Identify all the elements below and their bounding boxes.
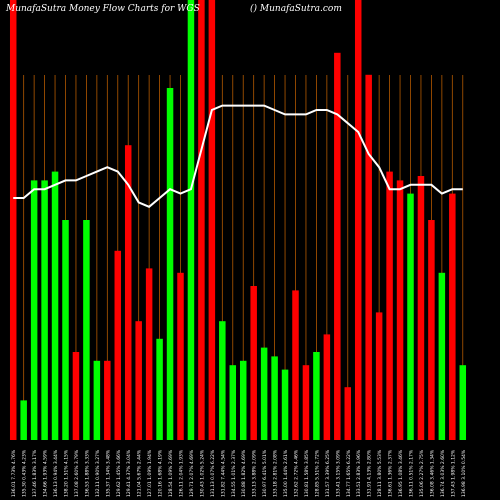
money-flow-bar <box>219 321 226 440</box>
money-flow-bar <box>166 88 174 440</box>
money-flow-bar <box>271 356 278 440</box>
money-flow-bar <box>135 321 142 440</box>
money-flow-bar <box>83 220 90 440</box>
x-tick-label: 129.62 1.45% 3.66% <box>116 449 122 497</box>
money-flow-bar <box>239 360 247 440</box>
money-flow-bar <box>428 220 435 440</box>
money-flow-bar <box>9 0 17 440</box>
x-tick-label: 133.51 2.83% 3.96% <box>356 449 362 497</box>
x-tick-label: 132.62 2.72% 4.46% <box>294 449 300 497</box>
x-tick-label: 130.81 1.58% 3.85% <box>304 449 310 497</box>
money-flow-bar <box>323 334 331 440</box>
x-tick-label: 129.41 4.37% 3.04% <box>126 449 132 497</box>
money-flow-bar <box>30 180 38 440</box>
money-flow-bar <box>459 365 467 440</box>
chart-title: MunafaSutra Money Flow Charts for WGS <box>5 4 200 14</box>
money-flow-bar <box>145 268 153 440</box>
x-tick-label: 126.11 2.04% 1.93% <box>179 449 185 497</box>
money-flow-bar <box>62 220 69 440</box>
money-flow-bar <box>302 365 310 440</box>
bars <box>9 0 467 441</box>
x-tick-label: 131.82 7.44% 4.54% <box>220 449 226 497</box>
money-flow-bar <box>41 180 48 440</box>
x-tick-label: 136.61 1.36% 2.37% <box>388 449 394 497</box>
x-tick-label: 136.13 0.94% 3.44% <box>53 449 59 497</box>
x-tick-label: 134.55 1.01% 2.37% <box>231 449 237 497</box>
x-tick-label: 120.16 1.68% 4.19% <box>158 449 164 497</box>
chart-subtitle: () MunafaSutra.com <box>250 3 342 14</box>
x-tick-label: 136.98 3.10% 0.54% <box>461 449 467 497</box>
money-flow-bar <box>93 360 101 440</box>
x-tick-label: 135.37 1.34% 3.48% <box>105 449 111 497</box>
x-tick-label: 135.30 0.43% 4.23% <box>22 449 28 497</box>
x-tick-label: 131.13 0.07% 6.22% <box>210 449 216 497</box>
money-flow-bar <box>396 180 404 440</box>
x-tick-label: 130.88 1.82% 4.69% <box>241 449 247 497</box>
x-tick-label: 132.11 0.90% 3.27% <box>95 449 101 497</box>
money-flow-bar <box>281 369 289 440</box>
money-flow-bar <box>313 352 320 440</box>
money-flow-bar <box>20 400 27 440</box>
money-flow-bar <box>365 74 372 441</box>
x-tick-label: 136.08 3.46% 1.34% <box>429 449 435 497</box>
money-flow-bar <box>407 193 414 440</box>
money-flow-bar <box>187 0 195 440</box>
money-flow-bar <box>292 290 299 440</box>
x-tick-label: 135.06 2.27% 2.75% <box>419 449 425 497</box>
x-tick-label: 135.00 1.44% 2.61% <box>283 449 289 497</box>
x-tick-labels: 136.01 7.73% 4.76% 135.30 0.43% 4.23% 137.… <box>11 449 467 497</box>
money-flow-bar <box>334 52 341 441</box>
x-tick-label: 129.71 2.07% 4.69% <box>189 449 195 497</box>
x-tick-label: 128.11 3.80% 5.53% <box>377 449 383 497</box>
x-tick-label: 134.77 1.65% 6.22% <box>346 449 352 497</box>
x-tick-label: 137.08 2.60% 3.79% <box>74 449 80 497</box>
money-flow-line <box>13 104 463 208</box>
money-flow-bar <box>375 312 383 440</box>
money-flow-bar <box>229 365 237 440</box>
x-tick-label: 133.18 2.81% 2.08% <box>273 449 279 497</box>
money-flow-bar <box>250 286 257 440</box>
x-tick-label: 131.57 3.39% 6.25% <box>325 449 331 497</box>
x-tick-label: 137.43 1.98% 1.12% <box>450 449 456 497</box>
money-flow-bar <box>114 250 122 440</box>
money-flow-bar <box>198 0 205 440</box>
money-flow-bar <box>177 272 184 440</box>
money-flow-bar <box>260 347 268 440</box>
x-tick-label: 121.04 5.67% 2.44% <box>137 449 143 497</box>
x-tick-label: 128.85 5.51% 2.72% <box>314 449 320 497</box>
money-flow-bar <box>104 360 111 440</box>
money-flow-bar <box>208 0 216 440</box>
x-tick-label: 136.53 1.88% 3.33% <box>84 449 90 497</box>
x-tick-label: 136.11 0.51% 2.17% <box>409 449 415 497</box>
x-tick-label: 130.97 6.41% 5.01% <box>262 449 268 497</box>
money-flow-bar <box>51 171 59 440</box>
x-tick-label: 136.95 1.08% 3.46% <box>398 449 404 497</box>
x-tick-label: 136.01 7.73% 4.76% <box>11 449 17 497</box>
money-flow-bar <box>354 0 362 440</box>
money-flow-bar <box>449 193 456 440</box>
money-flow-bar <box>417 176 425 440</box>
money-flow-bar <box>344 387 352 440</box>
money-flow-line-group <box>13 104 463 208</box>
x-tick-label: 131.91 4.13% 2.80% <box>367 449 373 497</box>
x-tick-label: 133.41 3.15% 3.09% <box>335 449 341 497</box>
money-flow-bar <box>72 352 80 440</box>
x-tick-label: 138.20 1.51% 4.15% <box>64 449 70 497</box>
x-tick-label: 136.74 3.03% 2.60% <box>440 449 446 497</box>
x-tick-label: 130.43 1.02% 5.24% <box>199 449 205 497</box>
money-flow-bar <box>124 145 132 440</box>
money-flow-bar <box>386 171 393 440</box>
money-flow-bar <box>438 272 446 440</box>
x-tick-label: 133.13 3.88% 2.09% <box>252 449 258 497</box>
x-tick-label: 137.46 1.83% 3.17% <box>32 449 38 497</box>
gridlines <box>12 75 464 440</box>
x-tick-label: 128.54 1.09% 2.69% <box>168 449 174 497</box>
x-tick-label: 127.01 1.09% 1.94% <box>147 449 153 497</box>
money-flow-bar <box>156 338 163 440</box>
x-tick-label: 134.66 1.93% 4.59% <box>43 449 49 497</box>
